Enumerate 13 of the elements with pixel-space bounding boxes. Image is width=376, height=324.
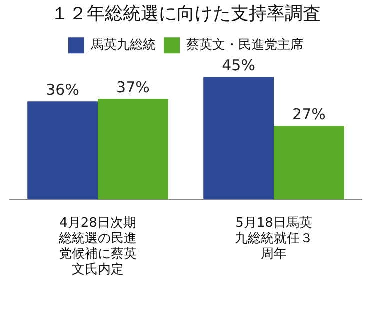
- bar: [28, 102, 98, 200]
- data-label: 37%: [116, 78, 150, 96]
- data-label: 27%: [292, 106, 326, 124]
- x-tick-label: 5月18日馬英九総統就任３周年: [235, 216, 313, 262]
- bar: [204, 77, 274, 200]
- data-label: 45%: [222, 56, 256, 75]
- chart-title: １２年総統選に向けた支持率調査: [51, 3, 321, 24]
- bar: [274, 126, 344, 200]
- legend-label: 蔡英文・民進党主席: [186, 36, 304, 53]
- bar: [98, 98, 168, 200]
- x-tick-label: 4月28日次期総統選の民進党候補に蔡英文氏内定: [58, 216, 137, 278]
- data-label: 36%: [46, 81, 80, 100]
- legend-label: 馬英九総統: [90, 38, 156, 53]
